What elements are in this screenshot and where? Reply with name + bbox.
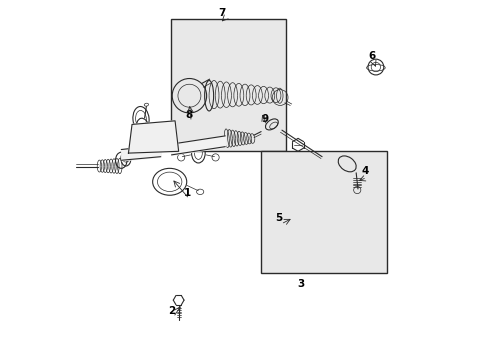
Text: 1: 1	[184, 188, 191, 198]
Bar	[261, 151, 387, 273]
Text: 2: 2	[168, 306, 175, 316]
Text: 5: 5	[275, 213, 283, 222]
Bar	[172, 19, 286, 151]
Polygon shape	[128, 121, 179, 153]
Text: 3: 3	[297, 279, 304, 289]
Text: 9: 9	[261, 114, 269, 124]
Text: 6: 6	[368, 51, 376, 61]
Text: 7: 7	[218, 8, 225, 18]
Text: 4: 4	[362, 166, 369, 176]
Text: 8: 8	[186, 111, 193, 121]
